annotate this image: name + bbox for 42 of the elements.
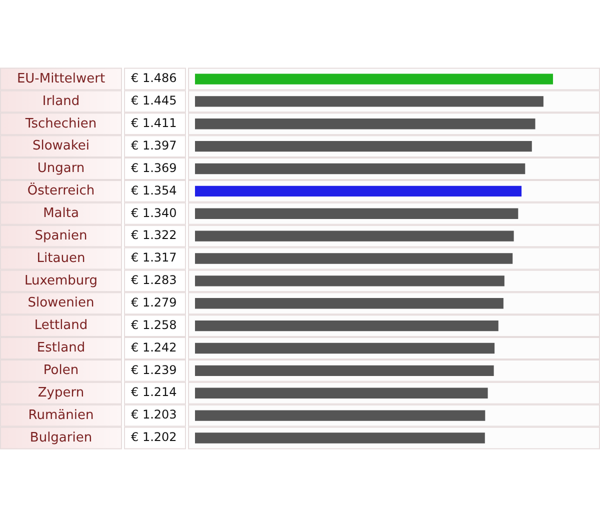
- data-label: € 1.203: [131, 408, 177, 422]
- y-tick-label: Slowakei: [32, 138, 90, 154]
- data-label: € 1.322: [131, 228, 177, 242]
- y-tick-label: Ungarn: [37, 161, 85, 176]
- data-label: € 1.214: [131, 385, 177, 400]
- y-tick-label: Tschechien: [24, 116, 97, 132]
- data-label: € 1.397: [131, 138, 177, 152]
- data-label: € 1.239: [131, 362, 177, 377]
- data-label: € 1.340: [131, 206, 177, 220]
- y-tick-label: Lettland: [34, 318, 88, 334]
- data-label: € 1.411: [131, 116, 177, 130]
- bar: [195, 342, 495, 354]
- y-tick-label: Rumänien: [28, 408, 94, 423]
- bar: [195, 432, 485, 444]
- bar: [195, 410, 486, 421]
- y-tick-label: Polen: [43, 363, 79, 378]
- y-tick-label: Bulgarien: [30, 430, 92, 446]
- y-tick-label: Österreich: [27, 182, 95, 199]
- bar: [195, 388, 488, 398]
- bar: [195, 276, 504, 286]
- y-tick-label: Zypern: [38, 385, 84, 400]
- y-tick-label: Slowenien: [28, 296, 94, 311]
- y-tick-label: Irland: [42, 94, 80, 109]
- bar: [195, 298, 504, 309]
- y-tick-label: Litauen: [36, 250, 86, 266]
- bar: [195, 320, 498, 332]
- data-label: € 1.486: [131, 71, 177, 86]
- bar: [195, 365, 494, 376]
- data-label: € 1.279: [131, 295, 177, 310]
- data-label: € 1.202: [131, 430, 177, 444]
- y-tick-label: Spanien: [34, 228, 88, 244]
- data-label: € 1.369: [131, 160, 177, 175]
- data-label: € 1.283: [131, 273, 177, 288]
- y-tick-label: Malta: [43, 206, 79, 222]
- y-tick-label: Estland: [36, 340, 86, 356]
- data-label: € 1.242: [131, 340, 177, 354]
- data-label: € 1.445: [131, 94, 177, 108]
- data-label: € 1.317: [131, 250, 177, 265]
- y-tick-label: Luxemburg: [24, 273, 98, 288]
- data-label: € 1.258: [131, 318, 177, 332]
- data-label: € 1.354: [131, 183, 177, 198]
- y-tick-label: EU-Mittelwert: [16, 71, 106, 86]
